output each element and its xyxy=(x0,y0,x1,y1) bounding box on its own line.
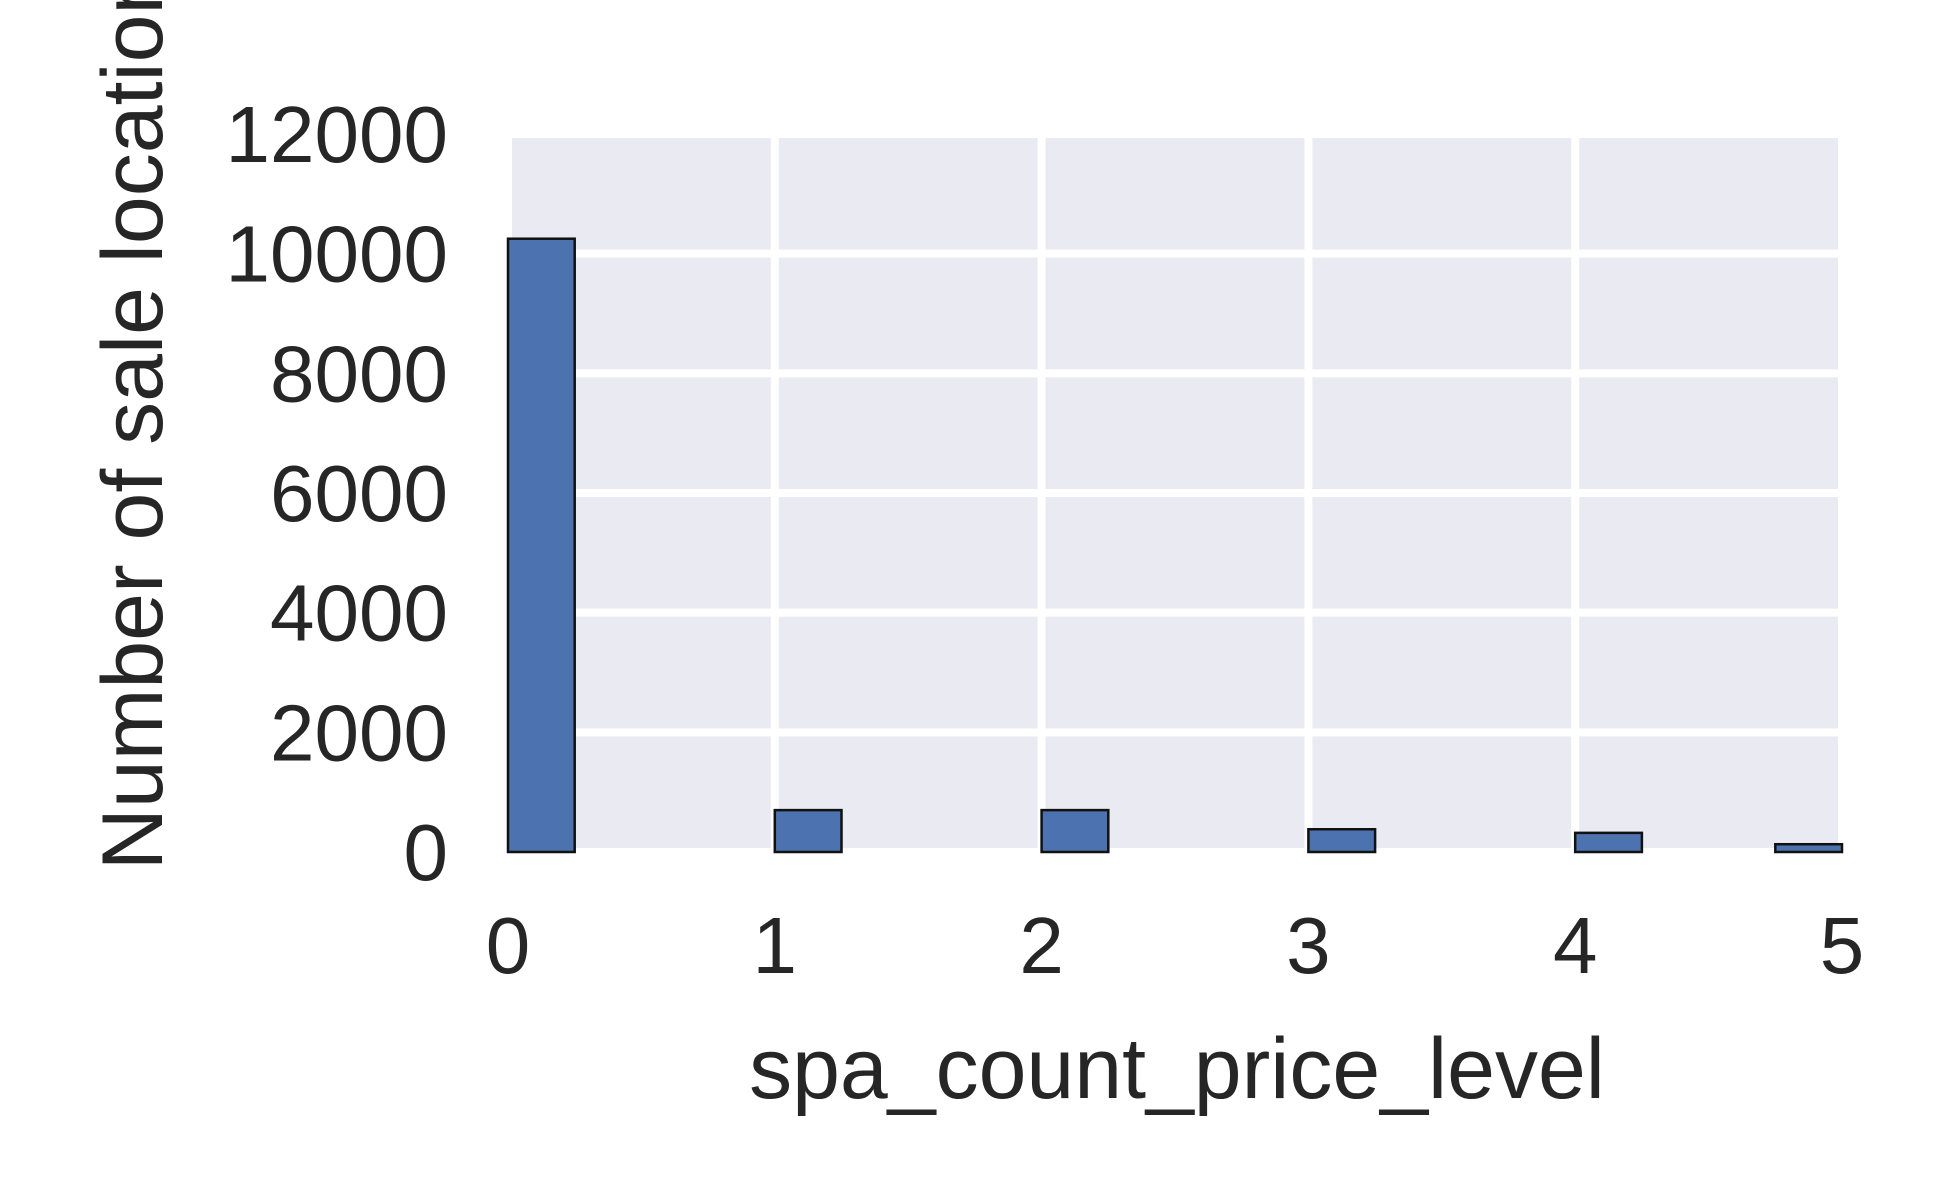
x-tick-label: 3 xyxy=(1286,901,1331,990)
x-axis-label: spa_count_price_level xyxy=(749,1021,1605,1117)
y-tick-label: 6000 xyxy=(270,449,448,538)
y-tick-label: 0 xyxy=(404,808,449,897)
histogram-bar xyxy=(773,808,843,854)
x-tick-label: 2 xyxy=(1019,901,1064,990)
y-axis-label: Number of sale locations xyxy=(85,0,181,870)
x-tick-label: 1 xyxy=(753,901,798,990)
x-tick-label: 4 xyxy=(1553,901,1598,990)
y-tick-label: 8000 xyxy=(270,329,448,418)
y-tick-label: 10000 xyxy=(226,210,448,299)
bars xyxy=(506,237,1844,854)
y-tick-labels: 0 2000 4000 6000 8000 10000 12000 xyxy=(226,90,448,897)
y-tick-label: 12000 xyxy=(226,90,448,179)
histogram-bar xyxy=(1774,842,1844,854)
x-tick-label: 0 xyxy=(486,901,531,990)
histogram-bar xyxy=(1040,808,1110,854)
histogram-bar xyxy=(1307,828,1377,854)
y-tick-label: 2000 xyxy=(270,688,448,777)
histogram-bar xyxy=(1573,831,1644,854)
x-tick-label: 5 xyxy=(1820,901,1865,990)
x-tick-labels: 0 1 2 3 4 5 xyxy=(486,901,1865,990)
histogram-bar xyxy=(506,237,576,854)
y-tick-label: 4000 xyxy=(270,569,448,658)
